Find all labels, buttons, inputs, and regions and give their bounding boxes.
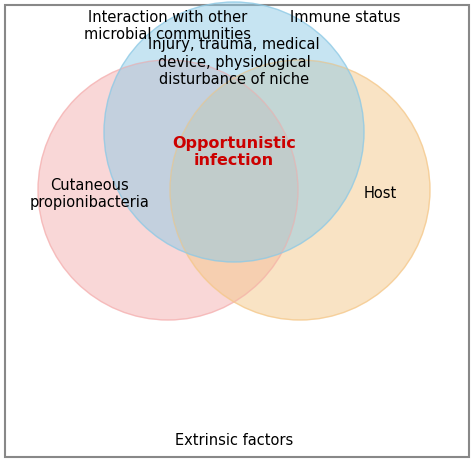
Circle shape	[38, 60, 298, 320]
Text: Cutaneous
propionibacteria: Cutaneous propionibacteria	[30, 178, 150, 210]
Text: Opportunistic
infection: Opportunistic infection	[172, 136, 296, 168]
Text: Extrinsic factors: Extrinsic factors	[175, 433, 293, 448]
Circle shape	[170, 60, 430, 320]
Text: Interaction with other
microbial communities: Interaction with other microbial communi…	[84, 10, 252, 43]
Circle shape	[104, 2, 364, 262]
Text: Injury, trauma, medical
device, physiological
disturbance of niche: Injury, trauma, medical device, physiolo…	[148, 37, 320, 87]
Text: Host: Host	[364, 187, 397, 201]
Text: Immune status: Immune status	[290, 10, 400, 25]
